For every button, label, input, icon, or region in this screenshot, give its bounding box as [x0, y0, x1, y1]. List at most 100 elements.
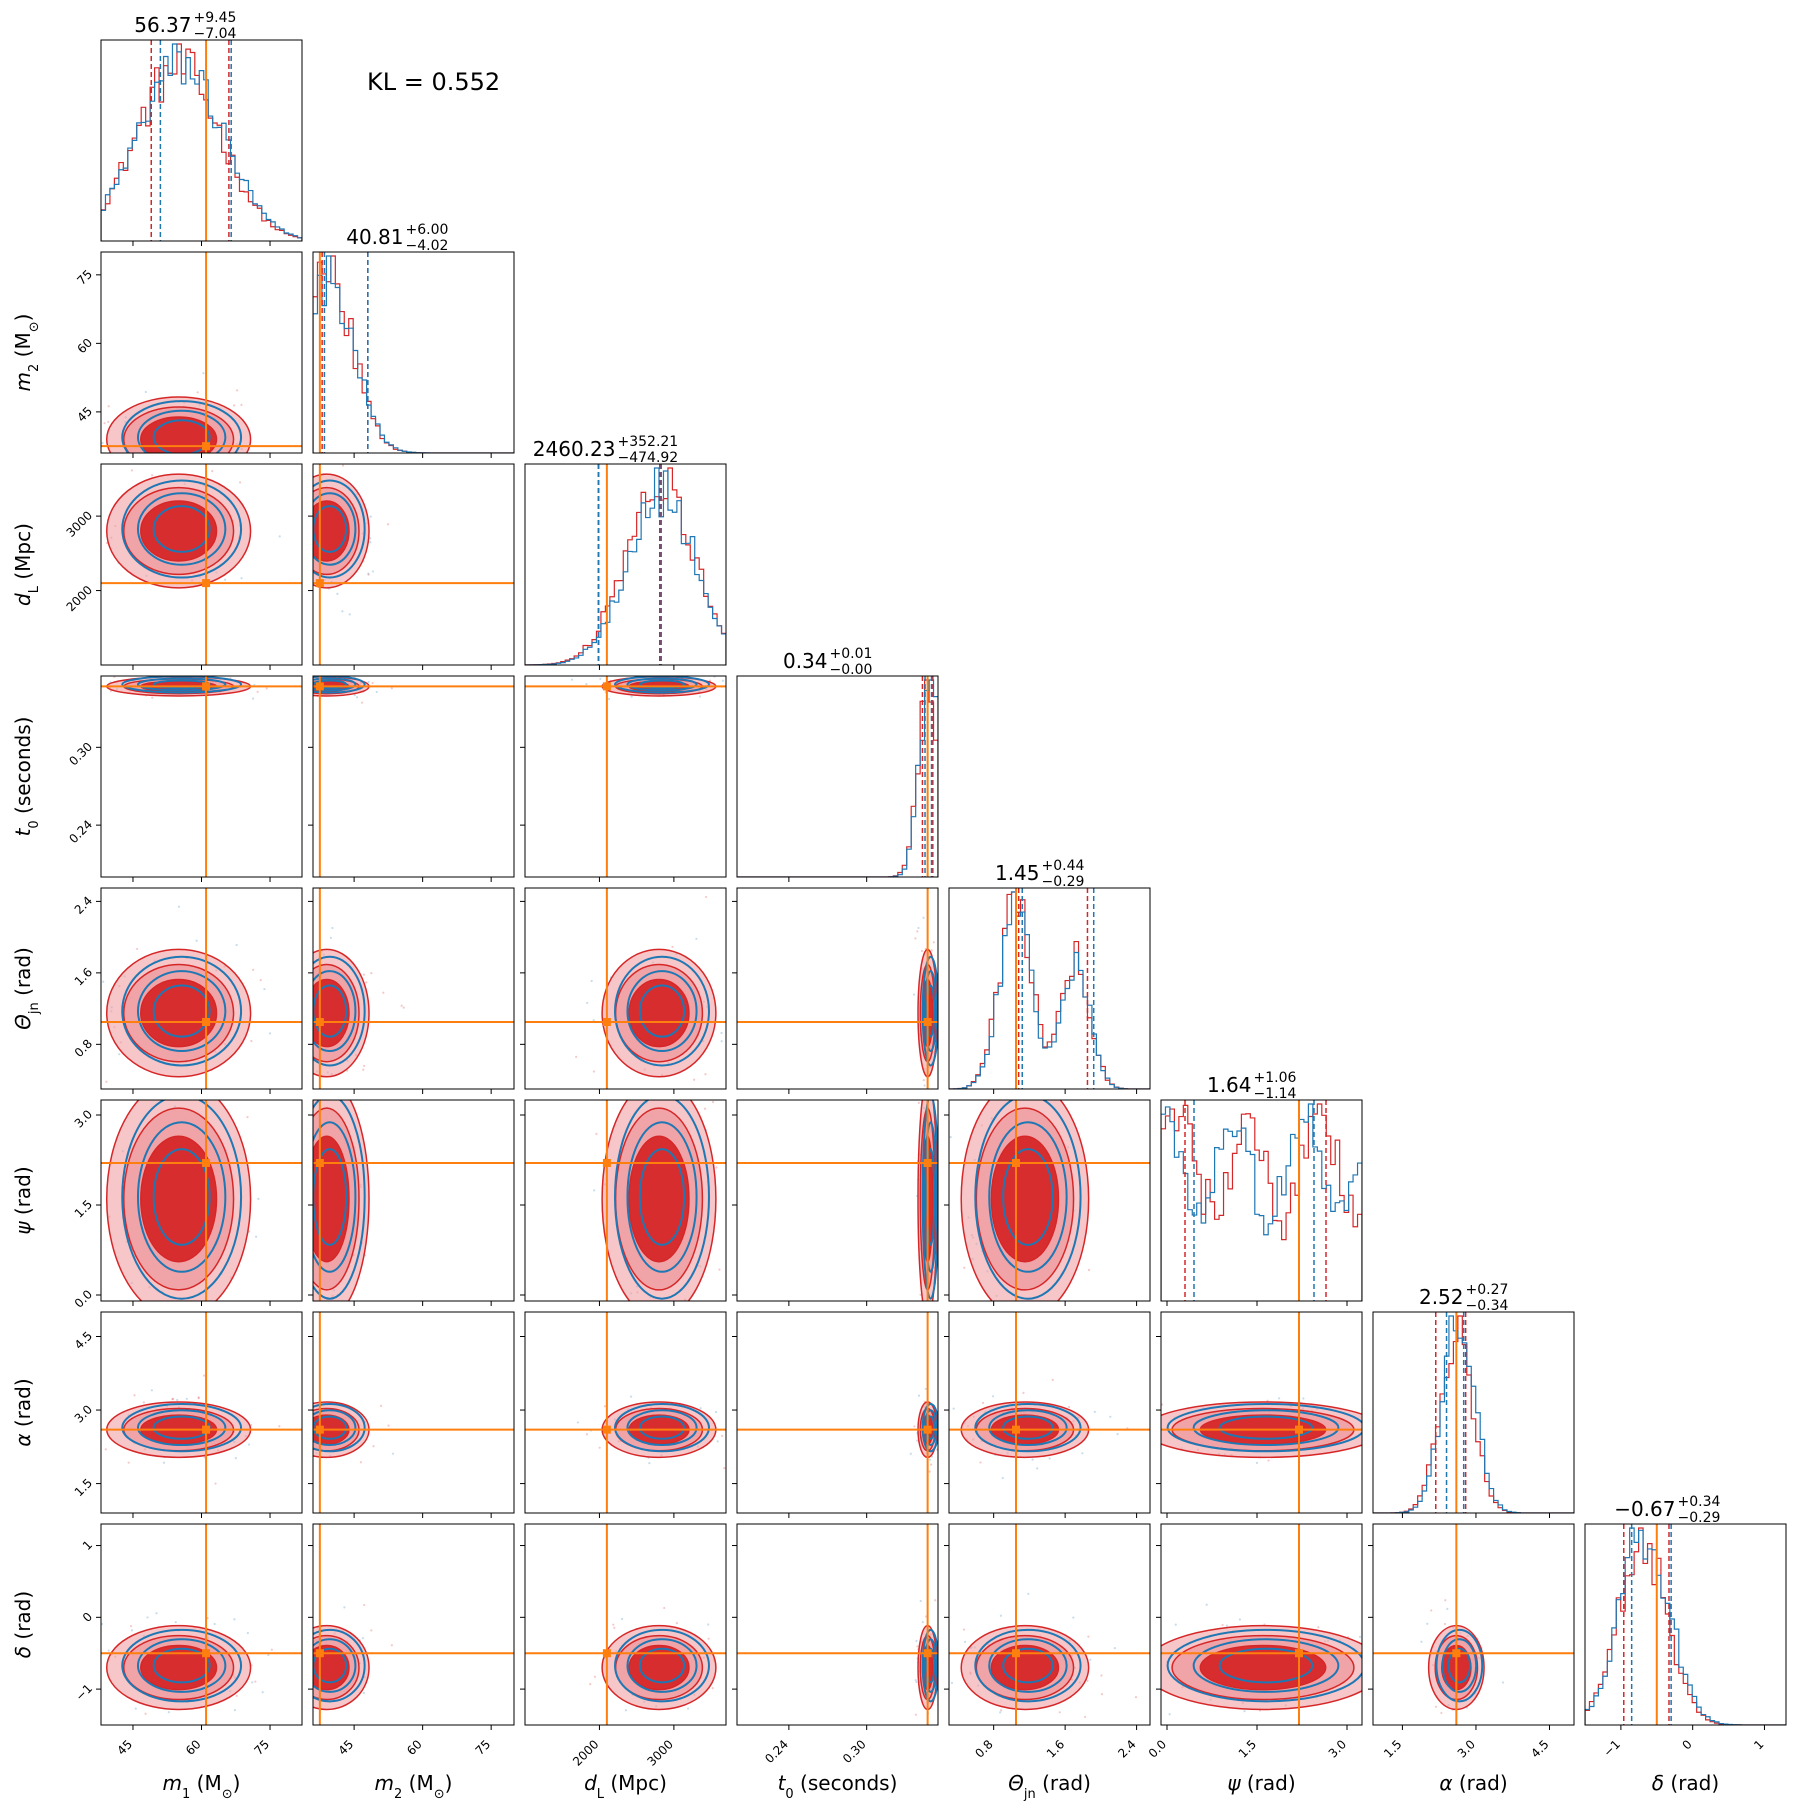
y-tick-label-psi: 3.0 [72, 1107, 95, 1130]
scatter-point [693, 1078, 696, 1081]
scatter-point [134, 1707, 137, 1710]
scatter-point [270, 1667, 272, 1669]
scatter-point [400, 1004, 403, 1007]
scatter-point [302, 1413, 304, 1415]
scatter-point [1142, 1419, 1144, 1421]
scatter-point [915, 1680, 918, 1684]
title-plus-delta: +0.34 [1678, 1494, 1721, 1510]
scatter-point [738, 1446, 740, 1448]
scatter-point [278, 1425, 281, 1428]
scatter-point [648, 1462, 651, 1465]
scatter-point [307, 693, 309, 695]
x-tick-label-m2: 75 [473, 1737, 494, 1758]
axis-label-part: 2 [394, 1787, 402, 1802]
scatter-point [289, 1647, 291, 1649]
scatter-point [1375, 1430, 1377, 1432]
panel-delta-delta: −0.67 +0.34−0.29 −1 0 1 [1584, 1494, 1787, 1760]
scatter-point [1031, 1458, 1034, 1461]
scatter-point [257, 1410, 259, 1412]
y-tick-label-alpha: 1.5 [72, 1476, 95, 1499]
scatter-point [142, 1401, 145, 1404]
scatter-point [714, 1410, 718, 1414]
scatter-point [252, 968, 255, 971]
contour-blue-2 [152, 1148, 211, 1246]
scatter-point [307, 1228, 309, 1230]
axis-label-part: d [584, 1771, 597, 1795]
scatter-point [382, 991, 385, 994]
panel-frame [736, 675, 939, 878]
scatter-point [280, 564, 282, 566]
truth-marker [202, 1159, 211, 1167]
scatter-point [235, 943, 238, 947]
panel-frame [312, 463, 515, 666]
x-tick-label-alpha: 4.5 [1528, 1737, 1551, 1760]
scatter-point [999, 1711, 1002, 1714]
scatter-point [233, 1618, 236, 1621]
scatter-point [1374, 1419, 1376, 1421]
title-median-dL: 2460.23 [533, 437, 616, 461]
scatter-point [276, 1660, 278, 1662]
scatter-point [733, 694, 735, 696]
contour-blue-2 [1218, 1415, 1314, 1440]
scatter-point [1006, 1078, 1008, 1080]
scatter-point [287, 540, 289, 542]
contour-blue-1 [923, 1638, 938, 1693]
hist-blue-psi [1161, 1103, 1362, 1301]
scatter-point [355, 696, 359, 699]
kl-divergence-label: KL = 0.552 [367, 68, 500, 96]
scatter-point [367, 572, 370, 575]
scatter-point [294, 1223, 296, 1225]
scatter-point [932, 1093, 934, 1095]
scatter-point [203, 1374, 206, 1377]
scatter-point [367, 573, 370, 576]
panel-frame [736, 1311, 939, 1514]
scatter-point [220, 673, 222, 675]
contour-red-2 [990, 1135, 1060, 1263]
scatter-point [700, 672, 702, 674]
scatter-point [586, 1001, 589, 1005]
scatter-point [348, 613, 351, 616]
scatter-point [1152, 1627, 1154, 1629]
scatter-point [269, 1107, 271, 1109]
title-plus-theta: +0.44 [1042, 858, 1085, 874]
truth-marker [602, 1425, 611, 1434]
scatter-point [304, 687, 306, 689]
scatter-point [101, 441, 104, 445]
scatter-point [663, 1606, 666, 1610]
x-tick-label-dL: 3000 [645, 1737, 676, 1768]
panel-t0-m1: 0.24 0.30 [66, 673, 303, 882]
y-tick-label-psi: 0.0 [72, 1287, 95, 1310]
scatter-point [254, 1680, 257, 1683]
contour-blue-2 [638, 679, 686, 690]
scatter-point [309, 1086, 311, 1088]
scatter-point [720, 1040, 723, 1043]
scatter-point [624, 1709, 628, 1712]
scatter-point [298, 1466, 300, 1468]
contour-blue-0 [121, 955, 243, 1067]
scatter-point [279, 1697, 281, 1699]
scatter-point [280, 1454, 282, 1456]
contour-blue-0 [974, 1628, 1082, 1703]
contour-blue-0 [1166, 1403, 1362, 1453]
panel-frame [312, 1523, 515, 1726]
scatter-point [390, 1644, 393, 1647]
scatter-point [47, 1660, 49, 1662]
contour-blue-1 [626, 1121, 698, 1273]
x-axis-label-alpha: α (rad) [1439, 1771, 1507, 1795]
scatter-point [331, 926, 334, 930]
scatter-point [270, 1648, 273, 1651]
scatter-point [1267, 1459, 1270, 1462]
axis-label-part: (Mpc [11, 531, 35, 586]
scatter-point [370, 1089, 372, 1091]
scatter-point [144, 1712, 147, 1715]
scatter-point [142, 457, 144, 459]
scatter-point [734, 1651, 736, 1653]
y-tick-label-theta: 2.4 [72, 894, 95, 917]
scatter-point [110, 385, 112, 387]
scatter-point [282, 1244, 284, 1246]
scatter-point [704, 895, 708, 899]
scatter-point [935, 1448, 938, 1451]
scatter-point [1089, 1658, 1092, 1661]
title-minus-psi: −1.14 [1254, 1086, 1297, 1102]
scatter-point [1448, 1727, 1450, 1729]
